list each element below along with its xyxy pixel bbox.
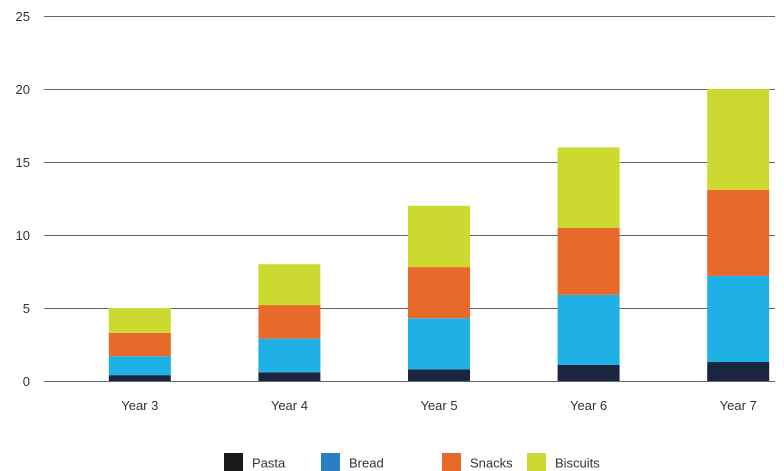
- bar-segment-bread-year-5: [408, 318, 470, 370]
- legend-swatch-bread: [321, 453, 340, 471]
- x-tick-label: Year 3: [121, 398, 158, 413]
- bar-segment-pasta-year-3: [108, 375, 171, 381]
- legend-label-bread: Bread: [349, 456, 384, 471]
- x-axis-ticks: Year 3 Year 4 Year 5 Year 6 Year 7: [121, 398, 757, 413]
- bar-segment-bread-year-6: [557, 294, 620, 365]
- bars: [108, 89, 770, 381]
- y-axis-ticks: 0 5 10 15 20 25: [16, 9, 30, 389]
- bar-segment-pasta-year-6: [557, 364, 620, 381]
- legend-label-pasta: Pasta: [252, 456, 286, 471]
- y-tick-label: 0: [23, 374, 30, 389]
- bar-segment-snacks-year-5: [408, 267, 470, 319]
- bar-segment-biscuits-year-5: [408, 205, 470, 268]
- y-tick-label: 5: [23, 301, 30, 316]
- bar-segment-biscuits-year-7: [707, 89, 770, 190]
- bar-segment-pasta-year-7: [707, 362, 770, 381]
- y-tick-label: 20: [16, 82, 30, 97]
- legend-swatch-snacks: [442, 453, 461, 471]
- x-tick-label: Year 4: [271, 398, 308, 413]
- bar-segment-pasta-year-5: [408, 369, 470, 381]
- bar-segment-biscuits-year-4: [258, 264, 321, 306]
- y-tick-label: 15: [16, 155, 30, 170]
- bar-segment-bread-year-3: [108, 356, 171, 376]
- legend-label-biscuits: Biscuits: [555, 456, 600, 471]
- bar-segment-biscuits-year-3: [108, 308, 171, 333]
- bar-segment-snacks-year-3: [108, 332, 171, 357]
- legend-swatch-pasta: [224, 453, 243, 471]
- bar-segment-bread-year-7: [707, 275, 770, 363]
- legend: Pasta Bread Snacks Biscuits: [224, 453, 600, 471]
- y-tick-label: 25: [16, 9, 30, 24]
- bar-segment-bread-year-4: [258, 338, 321, 373]
- x-tick-label: Year 5: [420, 398, 457, 413]
- x-tick-label: Year 6: [570, 398, 607, 413]
- bar-segment-snacks-year-6: [557, 227, 620, 295]
- x-tick-label: Year 7: [720, 398, 757, 413]
- bar-segment-snacks-year-4: [258, 305, 321, 339]
- legend-swatch-biscuits: [527, 453, 546, 471]
- bar-segment-snacks-year-7: [707, 189, 770, 276]
- bar-segment-pasta-year-4: [258, 372, 321, 381]
- y-tick-label: 10: [16, 228, 30, 243]
- legend-label-snacks: Snacks: [470, 456, 513, 471]
- bar-segment-biscuits-year-6: [557, 147, 620, 228]
